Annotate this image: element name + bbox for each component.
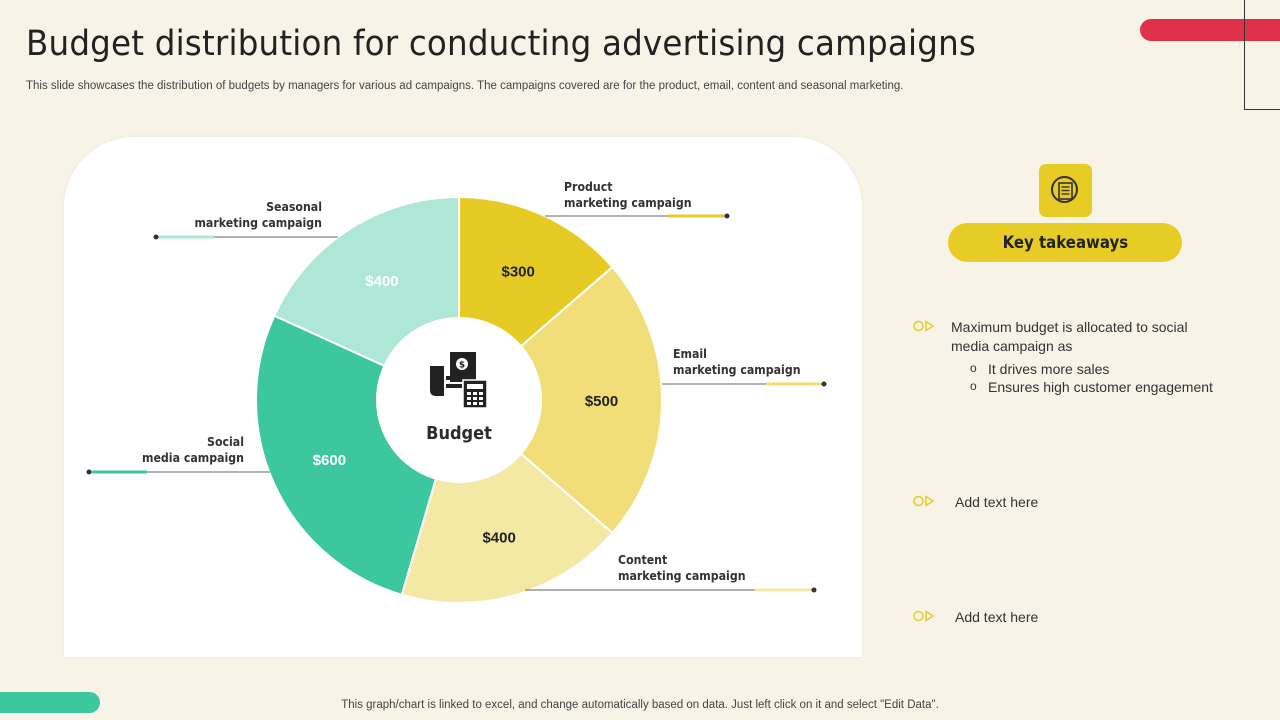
annotation-email: Email marketing campaign [673, 346, 801, 377]
notepad-icon [1039, 164, 1092, 217]
budget-icon: $ [430, 352, 488, 409]
data-label-content-marketing-campaign: $400 [482, 530, 515, 547]
leader-dot-email-marketing-campaign [821, 381, 827, 387]
bullet-circle-play-icon [913, 320, 935, 332]
slice-email-marketing-campaign[interactable] [519, 265, 663, 535]
decorative-red-bar [1140, 19, 1280, 41]
leader-dot-seasonal-marketing-campaign [153, 234, 159, 240]
data-label-social-media-campaign: $600 [313, 452, 346, 469]
leader-dot-content-marketing-campaign [811, 587, 817, 593]
page-subtitle: This slide showcases the distribution of… [26, 80, 904, 92]
data-label-seasonal-marketing-campaign: $400 [365, 273, 398, 290]
decorative-green-pill [0, 692, 100, 713]
leader-dot-product-marketing-campaign [724, 213, 730, 219]
page-title: Budget distribution for conducting adver… [26, 24, 977, 64]
takeaway-1: Maximum budget is allocated to social me… [951, 319, 1188, 354]
takeaway-3[interactable]: Add text here [955, 609, 1039, 625]
annotation-social: Social media campaign [142, 434, 244, 465]
data-label-product-marketing-campaign: $300 [502, 263, 535, 280]
bullet-circle-play-icon [913, 610, 935, 622]
annotation-product: Product marketing campaign [564, 179, 692, 210]
slice-seasonal-marketing-campaign[interactable] [273, 195, 460, 368]
slice-product-marketing-campaign[interactable] [458, 195, 614, 348]
annotation-content: Content marketing campaign [618, 552, 746, 583]
slice-social-media-campaign[interactable] [255, 314, 438, 597]
bullet-circle-play-icon [913, 495, 935, 507]
key-takeaways-heading: Key takeaways [948, 223, 1182, 262]
annotation-seasonal: Seasonal marketing campaign [194, 199, 322, 230]
footer-note: This graph/chart is linked to excel, and… [341, 699, 939, 711]
leader-dot-social-media-campaign [86, 469, 92, 475]
decorative-frame [1244, 0, 1280, 110]
data-label-email-marketing-campaign: $500 [585, 393, 618, 410]
takeaway-2[interactable]: Add text here [955, 494, 1039, 510]
slice-content-marketing-campaign[interactable] [400, 452, 614, 604]
center-label: Budget [426, 423, 492, 444]
svg-text:$: $ [459, 361, 465, 371]
